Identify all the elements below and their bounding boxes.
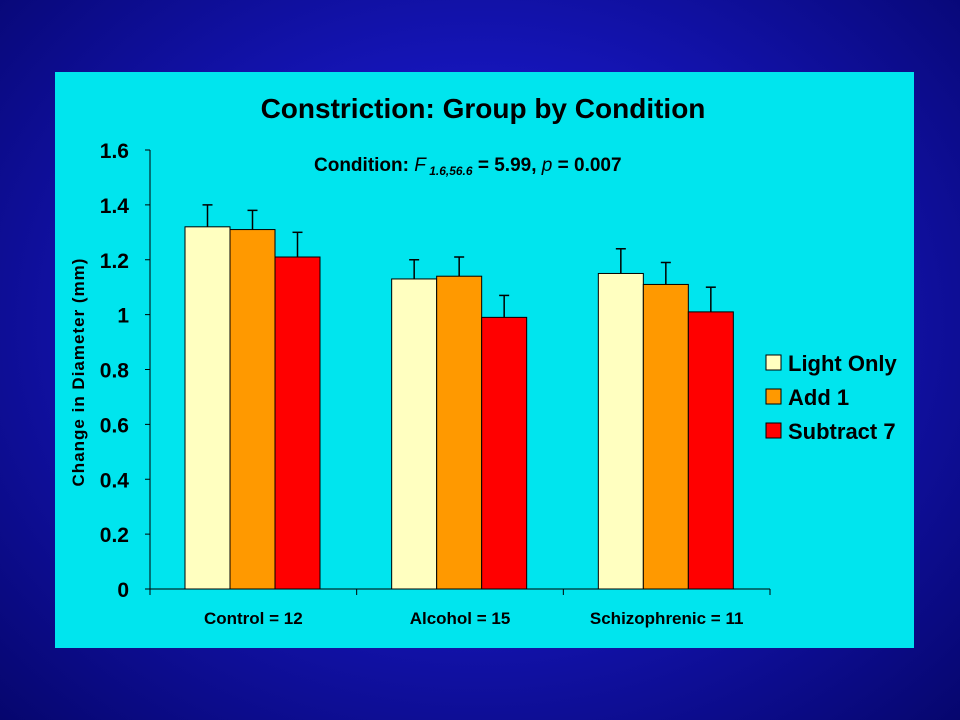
y-tick-label: 1 <box>117 305 129 328</box>
bar <box>391 278 438 590</box>
y-tick-label: 1.6 <box>100 140 129 163</box>
legend-swatch <box>765 388 782 405</box>
chart-title: Constriction: Group by Condition <box>261 93 706 124</box>
bar <box>597 272 644 590</box>
x-category-labels: Control = 12 Alcohol = 15 Schizophrenic = … <box>204 609 743 628</box>
x-category-label: Control = 12 <box>204 609 303 628</box>
legend: Light Only Add 1 Subtract 7 <box>765 351 898 444</box>
legend-swatch <box>765 354 782 371</box>
bar <box>642 283 689 590</box>
bar <box>184 226 231 590</box>
annotation-f: F <box>414 155 427 176</box>
y-tick-label: 0.6 <box>100 414 129 437</box>
y-axis-label: Change in Diameter (mm) <box>69 258 88 487</box>
y-ticks: 0 0.2 0.4 0.6 0.8 1 1.2 1.4 1.6 <box>100 140 150 602</box>
y-tick-label: 1.4 <box>100 195 130 218</box>
bar <box>481 316 528 590</box>
bars <box>184 226 734 590</box>
legend-swatch <box>765 422 782 439</box>
x-category-label: Alcohol = 15 <box>410 609 511 628</box>
error-bars <box>202 204 716 318</box>
annotation-f-sub: 1.6,56.6 <box>426 164 473 178</box>
y-tick-label: 0.8 <box>100 360 130 383</box>
annotation-p: p <box>541 155 553 176</box>
annotation-prefix: Condition: <box>314 155 414 176</box>
y-tick-label: 0 <box>117 579 129 602</box>
legend-label: Subtract 7 <box>788 419 896 444</box>
y-tick-label: 0.4 <box>100 469 130 492</box>
stats-annotation: Condition: F 1.6,56.6 = 5.99, p = 0.007 <box>314 155 622 178</box>
annotation-f-value: = 5.99, <box>473 155 542 176</box>
bar <box>436 275 483 590</box>
bar <box>229 229 276 590</box>
x-category-label: Schizophrenic = 11 <box>590 609 744 628</box>
y-tick-label: 0.2 <box>100 524 129 547</box>
legend-label: Light Only <box>788 351 898 376</box>
annotation-p-value: = 0.007 <box>552 155 621 176</box>
legend-label: Add 1 <box>788 385 849 410</box>
y-tick-label: 1.2 <box>100 250 129 273</box>
bar <box>687 311 734 590</box>
bar <box>274 256 321 590</box>
